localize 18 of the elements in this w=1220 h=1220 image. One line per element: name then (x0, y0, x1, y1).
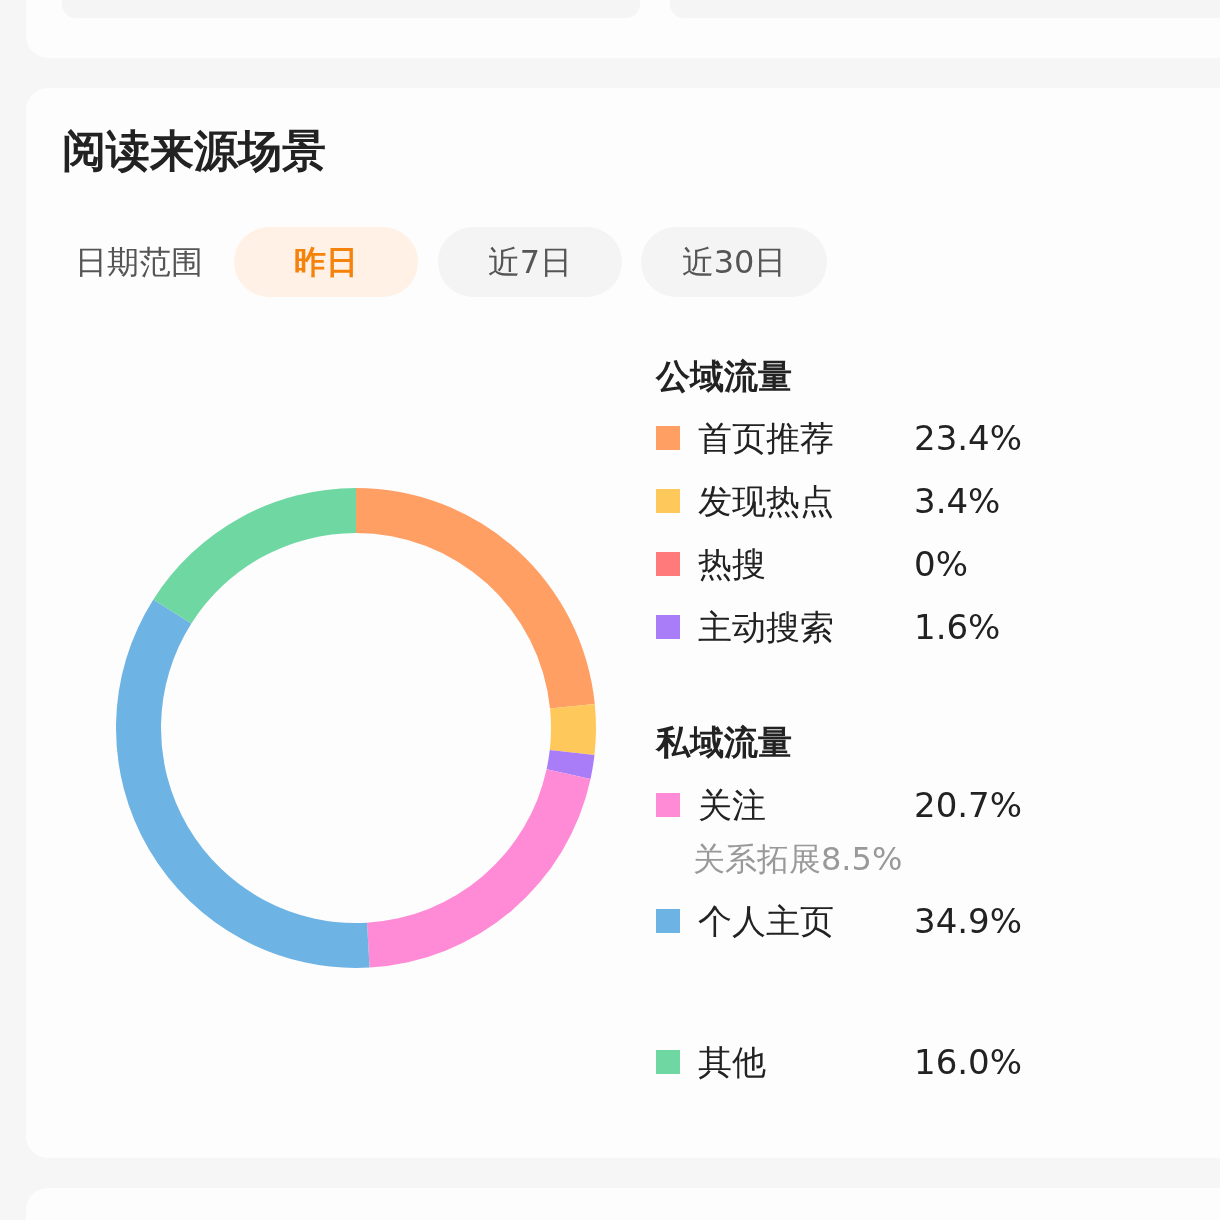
text: 关系拓展8.5% (693, 840, 903, 878)
legend-label: 个人主页 (698, 901, 834, 941)
data-label: 23.4% (914, 418, 1023, 458)
chart-title: 阅读来源场景 (62, 124, 326, 176)
data-label: 16.0% (914, 1042, 1023, 1082)
legend-label: 主动搜索 (698, 607, 834, 647)
data-label: 34.9% (914, 901, 1023, 941)
legend-label: 关注 (698, 785, 766, 825)
legend-label: 其他 (698, 1042, 766, 1082)
text: 公域流量 (655, 356, 792, 396)
legend-label: 发现热点 (698, 481, 834, 521)
data-label: 1.6% (914, 607, 1001, 647)
legend-label: 热搜 (698, 544, 766, 584)
legend-label: 首页推荐 (698, 418, 834, 458)
text: 私域流量 (655, 722, 792, 762)
data-label: 20.7% (914, 785, 1023, 825)
data-label: 3.4% (914, 481, 1001, 521)
text: 日期范围 (75, 243, 203, 281)
